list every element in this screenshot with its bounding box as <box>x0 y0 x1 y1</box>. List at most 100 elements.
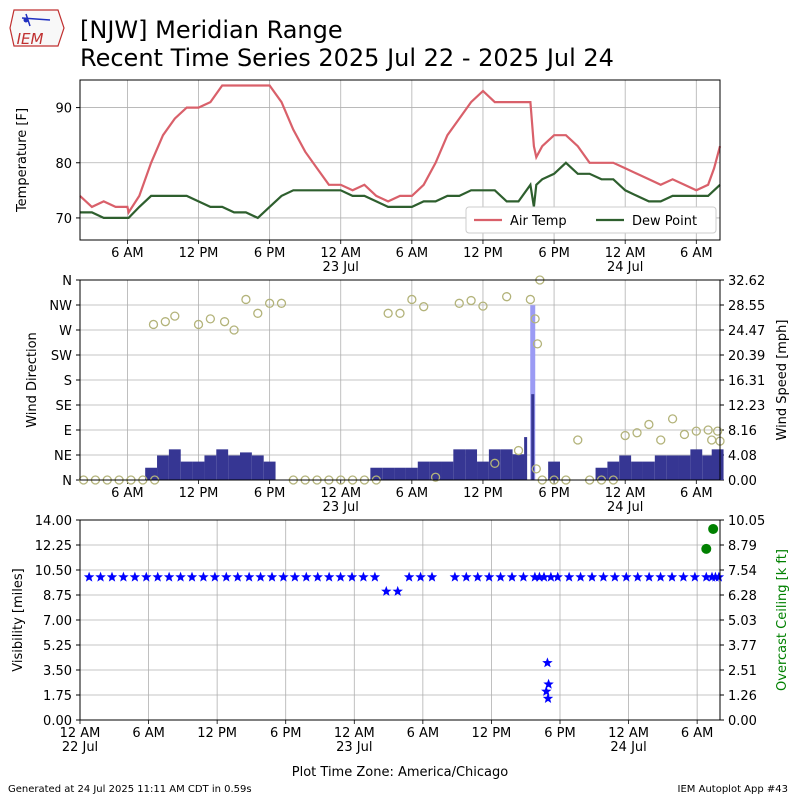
x-tick-label: 6 AM <box>680 486 713 501</box>
wind-speed-tick-label: 32.62 <box>728 274 765 289</box>
visibility-point <box>209 571 221 582</box>
visibility-point <box>221 571 232 582</box>
x-tick-label: 12 PM <box>472 726 512 741</box>
visibility-point <box>518 571 529 582</box>
visibility-axis-label: Visibility [miles] <box>11 568 26 671</box>
wind-speed-bar <box>607 461 620 480</box>
x-tick-label: 12 AM <box>605 486 646 501</box>
x-tick-label: 6 AM <box>396 486 429 501</box>
wind-direction-point <box>620 430 630 441</box>
wind-speed-bar <box>488 449 501 480</box>
wind-direction-point <box>407 294 417 305</box>
plot-frame <box>79 279 721 481</box>
wind-speed-bar <box>168 449 181 480</box>
visibility-point <box>529 571 541 582</box>
visibility-point <box>106 571 118 582</box>
visibility-point <box>545 571 557 582</box>
wind-speed-bar <box>382 467 395 480</box>
wind-direction-point <box>241 294 251 305</box>
iem-logo-node <box>23 17 29 23</box>
visibility-point <box>563 571 575 582</box>
wind-direction-point <box>703 425 713 435</box>
x-tick-label: 6 PM <box>254 486 285 501</box>
x-tick-date-label: 23 Jul <box>336 740 372 755</box>
dew-point-line <box>80 161 721 220</box>
x-tick-label: 12 PM <box>179 246 219 261</box>
visibility-point <box>575 571 586 582</box>
wind-direction-point <box>160 317 170 327</box>
visibility-point <box>426 571 438 582</box>
visibility-point <box>632 571 643 582</box>
wind-speed-bar <box>145 467 158 480</box>
wind-direction-tick-label: SW <box>51 349 72 364</box>
visibility-point <box>598 571 609 582</box>
visibility-tick-label: 5.25 <box>43 639 72 654</box>
x-tick-label: 12 AM <box>60 726 101 741</box>
wind-direction-point <box>644 419 654 430</box>
visibility-point <box>118 571 129 582</box>
wind-direction-point <box>229 325 239 335</box>
wind-direction-tick-label: W <box>59 324 72 339</box>
wind-speed-bar <box>711 449 724 480</box>
x-tick-date-label: 24 Jul <box>607 500 643 515</box>
wind-speed-bar <box>654 455 667 480</box>
x-tick-label: 12 AM <box>320 486 361 501</box>
wind-speed-bar <box>531 394 535 480</box>
wind-speed-bar <box>216 449 229 480</box>
iem-logo <box>9 9 65 47</box>
visibility-point <box>358 571 369 582</box>
visibility-point <box>655 571 666 582</box>
visibility-point <box>83 571 95 582</box>
wind-speed-tick-label: 28.55 <box>728 299 765 314</box>
wind-speed-tick-label: 4.08 <box>728 449 757 464</box>
wind-speed-bar <box>595 467 608 480</box>
wind-direction-point <box>193 319 204 330</box>
wind-direction-tick-label: E <box>64 424 72 439</box>
wind-gust-bar <box>530 305 536 480</box>
visibility-point <box>461 571 472 582</box>
wind-direction-point <box>712 426 723 436</box>
x-tick-date-label: 23 Jul <box>323 260 359 275</box>
wind-direction-point <box>532 339 543 349</box>
ceiling-axis-label: Overcast Ceiling [k ft] <box>775 549 790 691</box>
wind-direction-tick-label: N <box>62 474 72 489</box>
visibility-point <box>175 571 186 582</box>
x-tick-label: 6 AM <box>396 246 429 261</box>
wind-direction-point <box>490 458 500 468</box>
visibility-point <box>543 678 554 689</box>
wind-direction-point <box>530 314 540 324</box>
wind-speed-tick-label: 20.39 <box>728 349 765 364</box>
visibility-tick-label: 14.00 <box>35 514 72 529</box>
visibility-point <box>713 571 725 582</box>
ceiling-point <box>708 523 719 534</box>
ceiling-tick-label: 10.05 <box>728 514 765 529</box>
wind-direction-point <box>454 298 464 308</box>
wind-speed-bar <box>666 455 679 480</box>
visibility-point <box>323 571 335 582</box>
visibility-point <box>198 571 209 582</box>
wind-speed-bar <box>180 461 193 480</box>
wind-speed-tick-label: 12.23 <box>728 399 765 414</box>
wind-speed-bar <box>429 461 442 480</box>
visibility-point <box>95 571 106 582</box>
wind-speed-bar <box>394 467 406 480</box>
wind-direction-point <box>419 302 429 312</box>
wind-direction-point <box>573 435 583 445</box>
visibility-point <box>141 571 152 582</box>
temperature-legend <box>465 206 717 234</box>
visibility-point <box>483 571 495 582</box>
visibility-point <box>542 693 554 703</box>
footer-app-label: IEM Autoplot App #43 <box>677 784 788 795</box>
visibility-point <box>312 571 323 582</box>
wind-direction-point <box>632 428 642 438</box>
wind-speed-bar <box>228 455 240 480</box>
visibility-point <box>415 571 426 582</box>
ceiling-point <box>701 543 712 554</box>
wind-speed-bar <box>192 461 205 480</box>
x-tick-label: 6 AM <box>681 726 714 741</box>
wind-direction-point <box>667 414 678 424</box>
visibility-point <box>534 571 545 582</box>
wind-direction-point <box>478 301 488 311</box>
visibility-point <box>152 571 163 582</box>
